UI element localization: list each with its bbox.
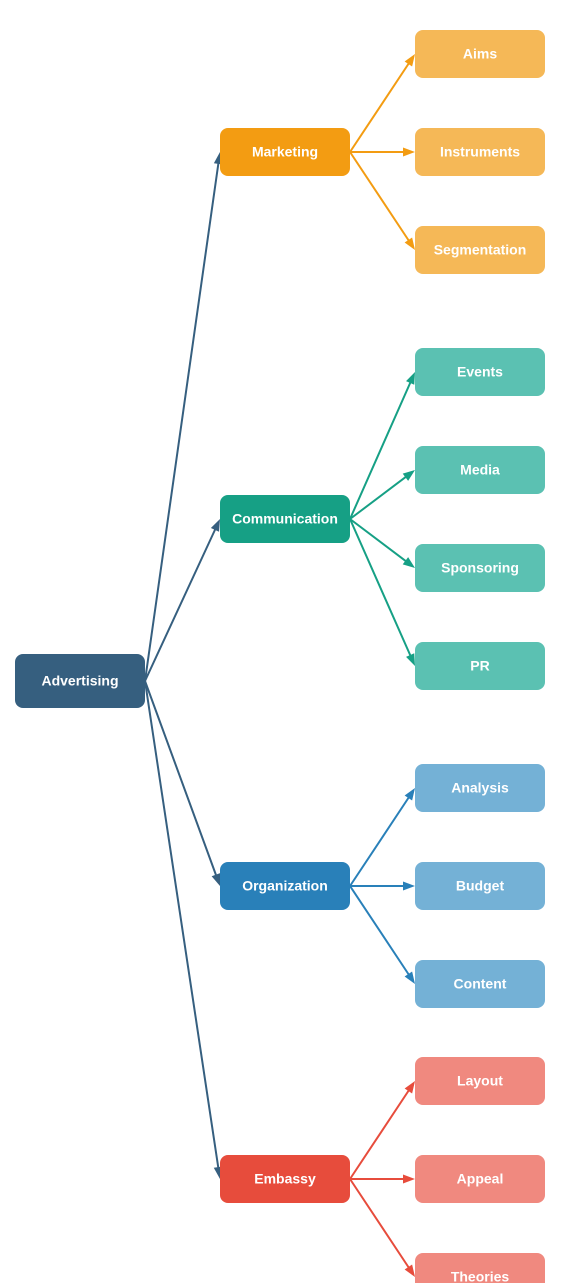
node-root-label: Advertising (41, 673, 118, 689)
node-org3: Content (415, 960, 545, 1008)
node-com3: Sponsoring (415, 544, 545, 592)
node-emb1: Layout (415, 1057, 545, 1105)
node-emb3: Theories (415, 1253, 545, 1283)
node-emb: Embassy (220, 1155, 350, 1203)
node-org: Organization (220, 862, 350, 910)
node-org1: Analysis (415, 764, 545, 812)
node-org2-label: Budget (456, 878, 505, 894)
node-emb1-label: Layout (457, 1073, 503, 1089)
node-com-label: Communication (232, 511, 338, 527)
node-com: Communication (220, 495, 350, 543)
node-emb2: Appeal (415, 1155, 545, 1203)
node-org-label: Organization (242, 878, 328, 894)
node-emb2-label: Appeal (457, 1171, 504, 1187)
node-com3-label: Sponsoring (441, 560, 519, 576)
edges-layer (145, 54, 415, 1277)
node-com2: Media (415, 446, 545, 494)
node-com1: Events (415, 348, 545, 396)
node-com4-label: PR (470, 658, 489, 674)
node-mkt-label: Marketing (252, 144, 318, 160)
node-emb-label: Embassy (254, 1171, 316, 1187)
node-mkt3-label: Segmentation (434, 242, 527, 258)
node-mkt2-label: Instruments (440, 144, 520, 160)
node-com4: PR (415, 642, 545, 690)
node-emb3-label: Theories (451, 1269, 510, 1283)
node-org2: Budget (415, 862, 545, 910)
node-com2-label: Media (460, 462, 500, 478)
node-org3-label: Content (454, 976, 507, 992)
node-mkt2: Instruments (415, 128, 545, 176)
node-org1-label: Analysis (451, 780, 509, 796)
node-mkt: Marketing (220, 128, 350, 176)
node-mkt1-label: Aims (463, 46, 497, 62)
node-root: Advertising (15, 654, 145, 708)
node-mkt3: Segmentation (415, 226, 545, 274)
node-mkt1: Aims (415, 30, 545, 78)
nodes-layer: Advertising Marketing Aims Instruments Segme… (15, 30, 545, 1283)
tree-diagram: Advertising Marketing Aims Instruments Segme… (0, 0, 573, 1283)
node-com1-label: Events (457, 364, 503, 380)
